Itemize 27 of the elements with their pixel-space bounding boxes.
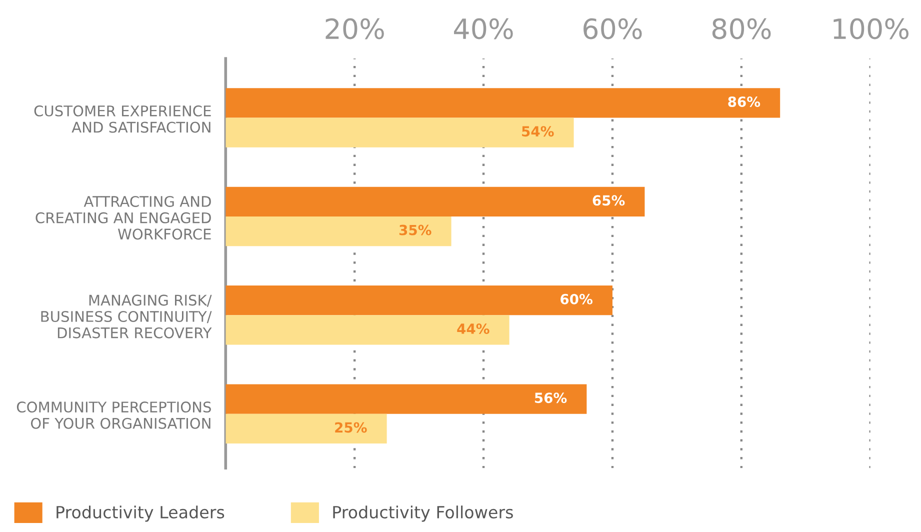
bar <box>226 118 574 148</box>
data-label: 25% <box>335 422 367 433</box>
data-label: 65% <box>592 195 625 206</box>
x-tick-label: 20% <box>326 18 384 40</box>
data-label: 56% <box>534 392 567 404</box>
legend-label: Productivity Leaders <box>56 506 224 522</box>
bar <box>226 286 612 316</box>
x-tick-label: 80% <box>712 18 771 40</box>
legend-label: Productivity Followers <box>333 506 513 522</box>
data-label: 54% <box>522 126 554 137</box>
y-tick-label: ATTRACTING AND CREATING AN ENGAGED WORKFORCE <box>36 196 211 240</box>
y-tick-label: MANAGING RISK/ BUSINESS CONTINUITY/ DISASTER RECOVERY <box>41 294 212 338</box>
x-tick-label: 60% <box>584 18 642 40</box>
y-tick-label: CUSTOMER EXPERIENCE AND SATISFACTION <box>34 105 211 133</box>
data-label: 35% <box>399 224 432 236</box>
bar <box>226 384 587 414</box>
bar <box>226 216 452 246</box>
y-tick-label: COMMUNITY PERCEPTIONS OF YOUR ORGANISATION <box>16 402 211 429</box>
bar <box>226 414 387 444</box>
bar <box>226 88 780 118</box>
bar <box>226 186 645 216</box>
x-tick-label: 40% <box>454 18 513 40</box>
data-label: 60% <box>560 294 592 304</box>
data-label: 86% <box>728 96 760 107</box>
data-label: 44% <box>457 323 490 334</box>
bar <box>226 315 510 345</box>
x-tick-label: 100% <box>834 18 909 40</box>
